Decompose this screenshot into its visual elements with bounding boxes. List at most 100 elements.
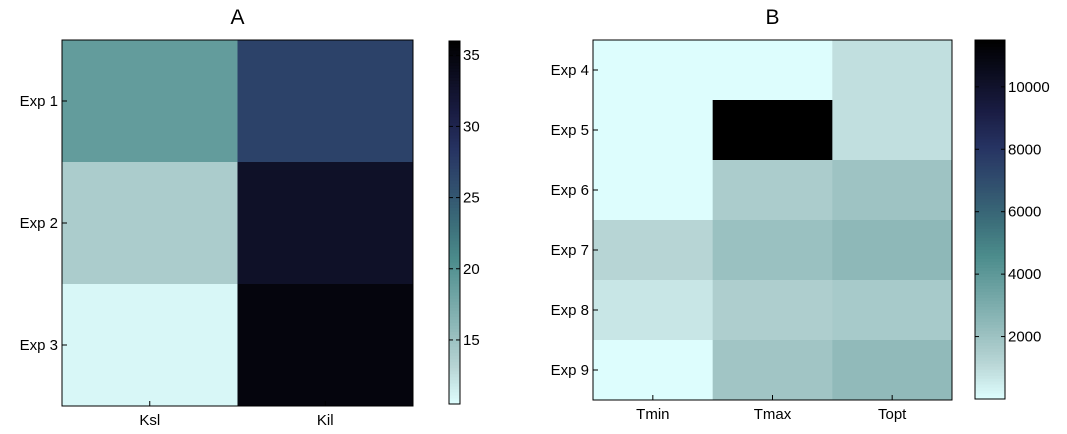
colorbar-segment <box>449 216 460 221</box>
colorbar-segment <box>449 310 460 314</box>
heatmap-cell <box>832 160 953 221</box>
colorbar-segment <box>449 334 460 339</box>
colorbar-segment <box>975 327 1005 331</box>
colorbar-segment <box>975 354 1005 358</box>
colorbar-segment <box>975 90 1005 95</box>
colorbar-segment <box>975 384 1005 388</box>
colorbar-segment <box>975 75 1005 80</box>
colorbar-segment <box>449 246 460 251</box>
heatmap-cell <box>62 162 238 285</box>
colorbar-segment <box>449 59 460 63</box>
colorbar-segment <box>975 132 1005 137</box>
colorbar-segment <box>449 267 460 272</box>
colorbar-segment <box>449 113 460 118</box>
colorbar-segment <box>975 105 1005 110</box>
colorbar-segment <box>975 174 1005 179</box>
y-tick-label: Exp 9 <box>551 362 589 379</box>
colorbar-segment <box>449 295 460 299</box>
colorbar-segment <box>449 316 460 320</box>
colorbar-segment <box>975 396 1005 400</box>
colorbar-segment <box>975 219 1005 224</box>
colorbar-segment <box>975 372 1005 376</box>
colorbar-segment <box>975 210 1005 215</box>
colorbar-segment <box>975 156 1005 161</box>
colorbar-segment <box>449 234 460 239</box>
heatmap-cell <box>712 40 833 101</box>
colorbar-segment <box>975 279 1005 283</box>
colorbar-segment <box>449 304 460 308</box>
colorbar-segment <box>975 234 1005 239</box>
heatmap-cell <box>712 220 833 281</box>
colorbar-segment <box>975 129 1005 134</box>
colorbar-tick-label: 15 <box>463 332 480 349</box>
colorbar-segment <box>975 96 1005 101</box>
heatmap-cell <box>712 100 833 161</box>
colorbar-segment <box>449 240 460 245</box>
colorbar-segment <box>449 210 460 215</box>
colorbar-segment <box>975 201 1005 206</box>
colorbar-segment <box>449 50 460 54</box>
heatmap-cell <box>712 160 833 221</box>
colorbar-segment <box>449 358 460 363</box>
y-tick-label: Exp 8 <box>551 302 589 319</box>
colorbar-segment <box>975 111 1005 116</box>
colorbar-segment <box>449 276 460 281</box>
y-tick-label: Exp 6 <box>551 182 589 199</box>
colorbar-segment <box>449 204 460 208</box>
colorbar-segment <box>449 307 460 311</box>
heatmap-cell <box>593 280 714 341</box>
colorbar-segment <box>975 351 1005 355</box>
x-tick-label: Topt <box>878 406 907 423</box>
colorbar-segment <box>449 83 460 87</box>
colorbar-segment <box>449 388 460 393</box>
y-tick-label: Exp 7 <box>551 242 589 259</box>
colorbar-segment <box>975 162 1005 167</box>
colorbar-segment <box>975 378 1005 382</box>
colorbar-segment <box>449 255 460 260</box>
colorbar-segment <box>975 336 1005 340</box>
heatmap-cell <box>237 40 414 163</box>
colorbar-segment <box>975 231 1005 236</box>
heatmap-cell <box>832 100 953 161</box>
colorbar-segment <box>449 367 460 372</box>
x-tick-label: Kil <box>317 412 334 429</box>
colorbar-segment <box>449 53 460 57</box>
colorbar-segment <box>975 258 1005 262</box>
colorbar-segment <box>975 177 1005 182</box>
colorbar-segment <box>449 47 460 51</box>
colorbar-segment <box>449 137 460 142</box>
colorbar-segment <box>975 342 1005 346</box>
colorbar-segment <box>449 249 460 254</box>
colorbar-segment <box>449 355 460 360</box>
colorbar-segment <box>975 102 1005 107</box>
colorbar-segment <box>449 213 460 218</box>
heatmap-cell <box>832 40 953 101</box>
colorbar-segment <box>449 122 460 127</box>
colorbar-frame <box>448 40 461 405</box>
colorbar-segment <box>975 150 1005 155</box>
colorbar-segment <box>975 312 1005 316</box>
colorbar-segment <box>449 195 460 199</box>
colorbar-segment <box>449 101 460 106</box>
colorbar-segment <box>449 273 460 278</box>
colorbar-segment <box>449 86 460 90</box>
colorbar-segment <box>975 282 1005 286</box>
colorbar-segment <box>449 340 460 345</box>
colorbar-segment <box>975 198 1005 203</box>
colorbar-segment <box>975 288 1005 292</box>
colorbar-segment <box>449 352 460 357</box>
colorbar-segment <box>449 322 460 326</box>
colorbar-segment <box>449 313 460 317</box>
colorbar-segment <box>975 393 1005 397</box>
colorbar-segment <box>975 285 1005 289</box>
colorbar-segment <box>449 361 460 366</box>
colorbar-segment <box>975 366 1005 370</box>
colorbar-segment <box>449 331 460 336</box>
colorbar-segment <box>975 273 1005 277</box>
colorbar-segment <box>449 89 460 94</box>
colorbar-segment <box>975 66 1005 71</box>
colorbar-segment <box>449 343 460 348</box>
colorbar-tick-label: 8000 <box>1008 141 1041 158</box>
colorbar-segment <box>975 240 1005 245</box>
colorbar-segment <box>449 92 460 97</box>
